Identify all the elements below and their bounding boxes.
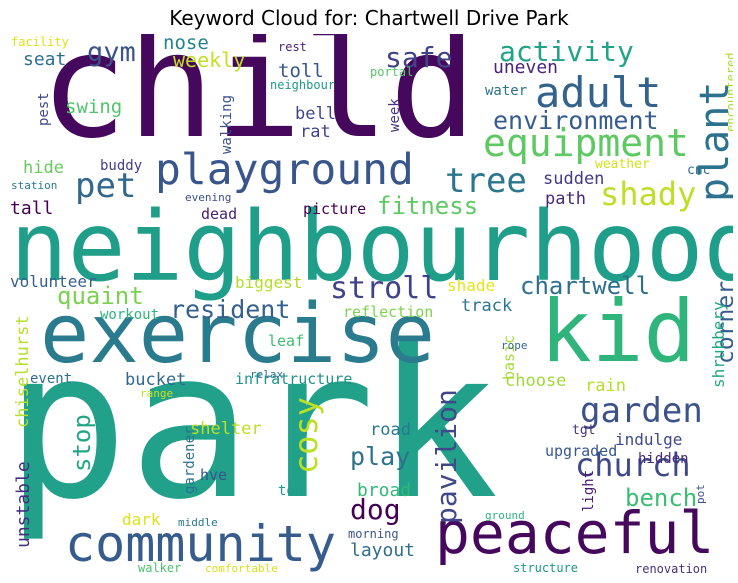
word-play: play — [350, 442, 411, 471]
word-bell: bell — [295, 104, 336, 124]
word-portal: portal — [370, 65, 414, 79]
word-buddy: buddy — [100, 158, 143, 174]
word-nose: nose — [163, 34, 209, 54]
word-park: park — [5, 307, 499, 545]
word-unstable: unstable — [13, 461, 34, 548]
word-hve: hve — [200, 466, 228, 484]
word-picture: picture — [303, 200, 367, 218]
word-road: road — [370, 420, 411, 440]
word-leaf: leaf — [268, 332, 305, 350]
word-peaceful: peaceful — [435, 499, 715, 567]
word-activity: activity — [499, 35, 634, 68]
word-cosy: cosy — [287, 396, 325, 474]
word-cnc: cnc — [687, 163, 711, 178]
word-bench: bench — [625, 484, 698, 512]
chart-title: Keyword Cloud for: Chartwell Drive Park — [169, 6, 569, 30]
word-fitness: fitness — [377, 192, 479, 220]
word-range: range — [140, 387, 174, 400]
word-relax: relax — [250, 368, 284, 381]
word-cloud: park child neighbourhood exercise kid peacefu… — [5, 34, 733, 578]
word-adult: adult — [535, 68, 662, 117]
word-swing: swing — [65, 96, 123, 118]
word-renovation: renovation — [635, 562, 708, 576]
word-walker: walker — [138, 561, 182, 575]
word-shelter: shelter — [190, 419, 262, 439]
word-morning: morning — [348, 527, 399, 541]
word-rest: rest — [278, 40, 307, 54]
word-indulge: indulge — [615, 430, 683, 449]
word-dark: dark — [122, 510, 161, 529]
word-gardener: gardener — [182, 426, 198, 494]
word-stop: stop — [68, 414, 96, 472]
word-playground: playground — [155, 145, 414, 195]
word-water: water — [485, 83, 528, 99]
word-light: light — [581, 469, 597, 512]
word-shade: shade — [447, 276, 496, 295]
word-structure: structure — [513, 561, 579, 575]
word-community: community — [65, 515, 336, 573]
word-walking: walking — [219, 94, 235, 154]
word-kid: kid — [540, 282, 696, 382]
word-infratructure: infratructure — [235, 370, 353, 388]
word-middle: middle — [178, 516, 218, 529]
word-ton: ton — [278, 483, 304, 499]
word-bucket: bucket — [125, 370, 187, 390]
word-equipment: equipment — [483, 121, 689, 165]
word-encountered: encountered — [724, 52, 733, 132]
word-event: event — [30, 371, 73, 387]
word-pet: pet — [75, 166, 137, 206]
word-broad: broad — [357, 480, 412, 501]
word-weather: weather — [595, 157, 650, 172]
word-rain: rain — [585, 376, 626, 396]
word-weekly: weekly — [173, 48, 246, 72]
word-seat: seat — [23, 49, 67, 70]
word-toll: toll — [278, 60, 324, 82]
word-tall: tall — [10, 198, 54, 219]
word-shrubbery: shrubbery — [709, 301, 728, 388]
word-rat: rat — [300, 122, 331, 142]
word-evening: evening — [185, 191, 232, 204]
word-workout: workout — [100, 307, 160, 323]
word-layout: layout — [350, 540, 416, 561]
word-pavilion: pavilion — [430, 389, 463, 524]
word-reflection: reflection — [343, 303, 434, 321]
word-gym: gym — [87, 37, 136, 68]
word-environment: environment — [493, 106, 659, 135]
word-tree: tree — [445, 161, 527, 201]
word-rope: rope — [501, 339, 528, 352]
word-ground: ground — [485, 509, 525, 522]
word-choose: choose — [505, 371, 567, 391]
word-shady: shady — [600, 175, 697, 213]
word-chartwell: chartwell — [520, 272, 651, 300]
word-garden: garden — [580, 391, 703, 431]
word-neighbour: neighbour — [270, 78, 336, 92]
word-facility: facility — [11, 35, 69, 49]
word-uneven: uneven — [493, 57, 559, 78]
word-tgt: tgt — [572, 423, 596, 438]
word-exercise: exercise — [40, 287, 435, 382]
word-safe: safe — [385, 41, 453, 74]
word-sudden: sudden — [543, 169, 605, 189]
word-week: week — [387, 98, 403, 132]
word-hide: hide — [23, 158, 64, 178]
word-dead: dead — [201, 205, 238, 223]
word-volunteer: volunteer — [10, 272, 97, 291]
word-child: child — [40, 34, 477, 171]
word-hidden: hidden — [638, 451, 689, 467]
word-dog: dog — [350, 493, 401, 526]
word-church: church — [575, 446, 691, 484]
word-upgraded: upgraded — [545, 442, 618, 460]
word-stroll: stroll — [330, 271, 439, 306]
word-comfortable: comfortable — [205, 562, 278, 575]
word-neighbourhood: neighbourhood — [10, 191, 733, 303]
word-pot: pot — [694, 484, 707, 504]
word-pest: pest — [36, 92, 52, 126]
word-biggest: biggest — [235, 273, 303, 292]
word-station: station — [11, 179, 58, 192]
word-path: path — [545, 189, 586, 209]
word-track: track — [461, 296, 513, 316]
word-resident: resident — [170, 295, 291, 324]
word-quaint: quaint — [57, 282, 144, 310]
